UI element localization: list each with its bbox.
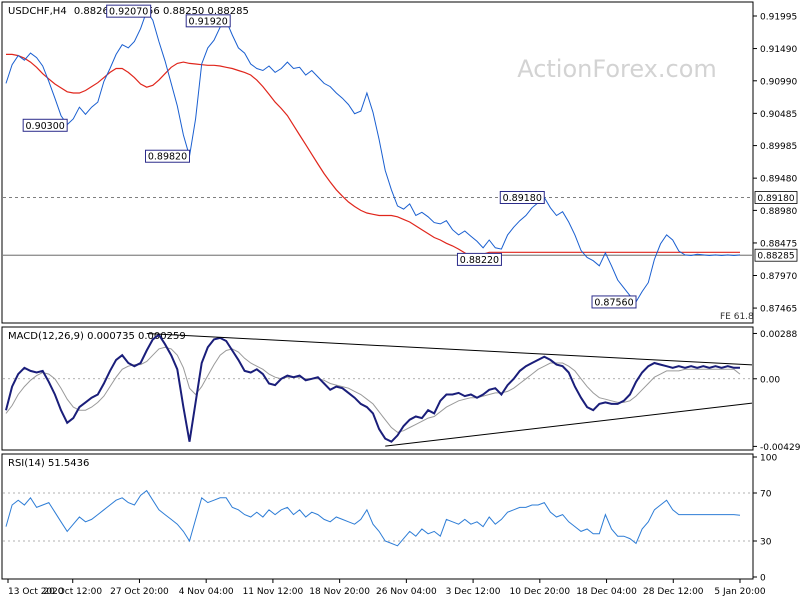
level-box-2 [22,118,68,132]
level-box-6 [591,295,637,309]
macd-trendline-0 [146,332,753,366]
x-tick-label-9: 18 Dec 04:00 [576,587,637,597]
level-label-5: 0.88220 [460,255,499,266]
macd-trendline-1 [385,402,753,447]
x-tick-label-2: 27 Oct 20:00 [110,587,169,597]
price-tick-label-4: 0.89985 [760,142,797,152]
rsi-line [5,489,741,547]
level-box-1 [185,14,231,28]
price-tag-box-1 [754,248,798,262]
rsi-tick-label-0: 100 [760,454,777,464]
x-tick-label-4: 11 Nov 12:00 [243,587,304,597]
level-label-0: 0.92070 [109,7,148,18]
level-box-4 [499,190,545,204]
price-tag-1: 0.88285 [757,252,794,262]
macd-panel-frame [1,326,754,451]
price-tick-label-8: 0.87970 [760,272,797,282]
price-tag-box-0 [754,191,798,204]
macd-signal-line [5,346,741,433]
level-box-3 [145,149,190,163]
level-label-3: 0.89820 [148,152,187,163]
level-label-1: 0.91920 [189,16,228,27]
rsi-tick-label-1: 70 [760,490,772,500]
macd-series-layer [5,332,753,447]
macd-title: MACD(12,26,9) 0.000735 0.000259 [8,331,186,342]
macd-tick-label-2: -0.004298 [760,443,800,453]
rsi-title: RSI(14) 51.5436 [8,458,89,469]
x-tick-label-1: 20 Oct 12:00 [43,587,102,597]
price-tick-label-1: 0.91490 [760,45,797,55]
rsi-tick-label-3: 0 [760,574,766,584]
price-tick-label-5: 0.89480 [760,175,797,185]
price-tick-label-3: 0.90485 [760,110,797,120]
price-line [5,10,741,303]
x-tick-label-7: 3 Dec 12:00 [446,587,501,597]
price-tick-label-9: 0.87465 [760,305,797,315]
watermark: ActionForex.com [517,55,717,83]
macd-tick-label-1: 0.00 [760,375,780,385]
reference-lines [3,197,752,542]
price-tick-label-2: 0.90990 [760,77,797,87]
x-tick-label-0: 13 Oct 2020 [8,587,64,597]
x-tick-label-11: 5 Jan 20:00 [714,587,766,597]
level-label-6: 0.87560 [594,297,633,308]
price-annotations: 0.92070 0.91920 0.90300 0.89820 0.89180 0.882… [22,4,754,322]
price-tick-label-7: 0.88475 [760,239,797,249]
price-series-layer [5,10,741,303]
level-label-4: 0.89180 [503,193,542,204]
moving-average-line [6,53,740,259]
rsi-tick-label-2: 30 [760,538,772,548]
macd-line [5,333,740,443]
axis-labels: 0.89180 0.88285 0.91995 0.91490 0.90990 0.904… [7,12,800,597]
level-label-2: 0.90300 [26,121,65,132]
x-tick-label-8: 10 Dec 20:00 [510,587,571,597]
x-tick-label-6: 26 Nov 04:00 [376,587,437,597]
macd-tick-label-0: 0.00288 [760,330,797,340]
price-panel-frame [1,1,754,324]
fe-label: FE 61.8 [720,312,754,322]
price-tag-0: 0.89180 [757,194,794,204]
level-box-0 [106,4,152,18]
symbol-label: USDCHF,H4 [8,6,67,17]
rsi-series-layer [5,489,741,547]
ohlc-values: 0.88268 0.88356 0.88250 0.88285 [74,6,249,17]
x-tick-label-5: 18 Nov 20:00 [309,587,370,597]
rsi-panel-frame [1,453,754,580]
x-tick-label-10: 28 Dec 12:00 [643,587,704,597]
level-box-5 [456,252,502,266]
price-tick-label-0: 0.91995 [760,12,797,22]
x-tick-label-3: 4 Nov 04:00 [179,587,234,597]
price-header: USDCHF,H4 0.88268 0.88356 0.88250 0.8828… [8,6,249,17]
price-tick-label-6: 0.88980 [760,207,797,217]
